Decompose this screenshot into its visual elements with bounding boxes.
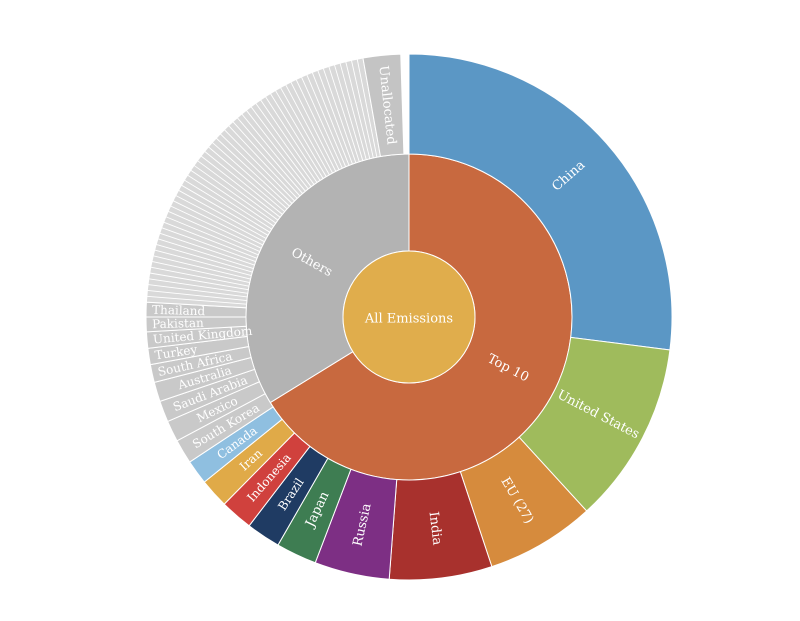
center-label: All Emissions (364, 312, 453, 327)
minor-country-divider (351, 60, 374, 159)
minor-country-divider (170, 205, 262, 249)
minor-country-divider (215, 137, 290, 207)
minor-country-divider (187, 174, 272, 230)
minor-country-divider (250, 106, 312, 187)
minor-country-divider (148, 278, 248, 294)
minor-country-divider (246, 110, 309, 190)
minor-country-divider (232, 121, 301, 197)
minor-country-divider (150, 266, 250, 287)
minor-country-divider (163, 221, 258, 259)
minor-country-divider (280, 87, 330, 176)
minor-country-divider (356, 59, 378, 158)
minor-country-divider (178, 189, 267, 239)
minor-country-divider (322, 68, 357, 164)
outer-label-pakistan: Pakistan (152, 316, 204, 331)
minor-country-divider (147, 284, 248, 298)
minor-country-divider (159, 232, 255, 266)
minor-country-divider (334, 64, 364, 161)
minor-country-divider (151, 261, 250, 284)
minor-country-divider (290, 81, 337, 172)
minor-country-divider (156, 243, 253, 273)
outer-segment-unallocated[interactable] (362, 53, 405, 158)
minor-country-divider (157, 238, 254, 269)
outer-label-thailand: Thailand (152, 303, 206, 319)
minor-country-divider (165, 216, 259, 256)
outer-label-india: India (426, 511, 445, 547)
outer-label-turkey: Turkey (154, 342, 198, 362)
minor-country-divider (224, 129, 295, 202)
minor-country-divider (208, 146, 285, 212)
minor-country-divider (193, 165, 277, 224)
minor-country-divider (184, 179, 271, 233)
minor-country-divider (285, 84, 333, 174)
minor-country-divider (260, 99, 318, 183)
minor-country-divider (181, 184, 269, 236)
minor-country-divider (295, 79, 340, 170)
minor-country-divider (175, 195, 265, 243)
minor-country-divider (211, 142, 288, 210)
minor-country-divider (228, 125, 298, 199)
minor-country-divider (345, 61, 371, 159)
minor-country-divider (311, 72, 350, 166)
minor-country-divider (219, 133, 293, 204)
minor-country-divider (172, 200, 264, 246)
minor-country-divider (147, 289, 247, 301)
minor-country-divider (161, 227, 256, 263)
minor-country-divider (339, 63, 367, 160)
minor-country-divider (265, 96, 321, 181)
minor-country-divider (241, 113, 306, 192)
minor-country-divider (255, 102, 315, 185)
minor-country-divider (236, 117, 303, 194)
minor-country-divider (306, 74, 347, 167)
minor-country-divider (204, 151, 283, 215)
minor-country-divider (275, 90, 327, 177)
minor-country-divider (149, 272, 249, 291)
minor-country-divider (197, 160, 279, 221)
minor-country-divider (328, 66, 360, 162)
minor-country-divider (154, 249, 252, 276)
minor-country-divider (153, 255, 251, 280)
outer-segment-china[interactable] (408, 53, 673, 351)
minor-country-divider (167, 210, 260, 252)
center-circle[interactable] (342, 250, 476, 384)
outer-segment-minor-countries[interactable] (145, 57, 382, 309)
minor-country-divider (146, 295, 247, 305)
minor-country-divider (301, 76, 343, 169)
minor-country-divider (270, 93, 324, 179)
minor-country-divider (200, 155, 281, 218)
minor-country-divider (190, 169, 274, 227)
minor-country-divider (317, 70, 353, 165)
